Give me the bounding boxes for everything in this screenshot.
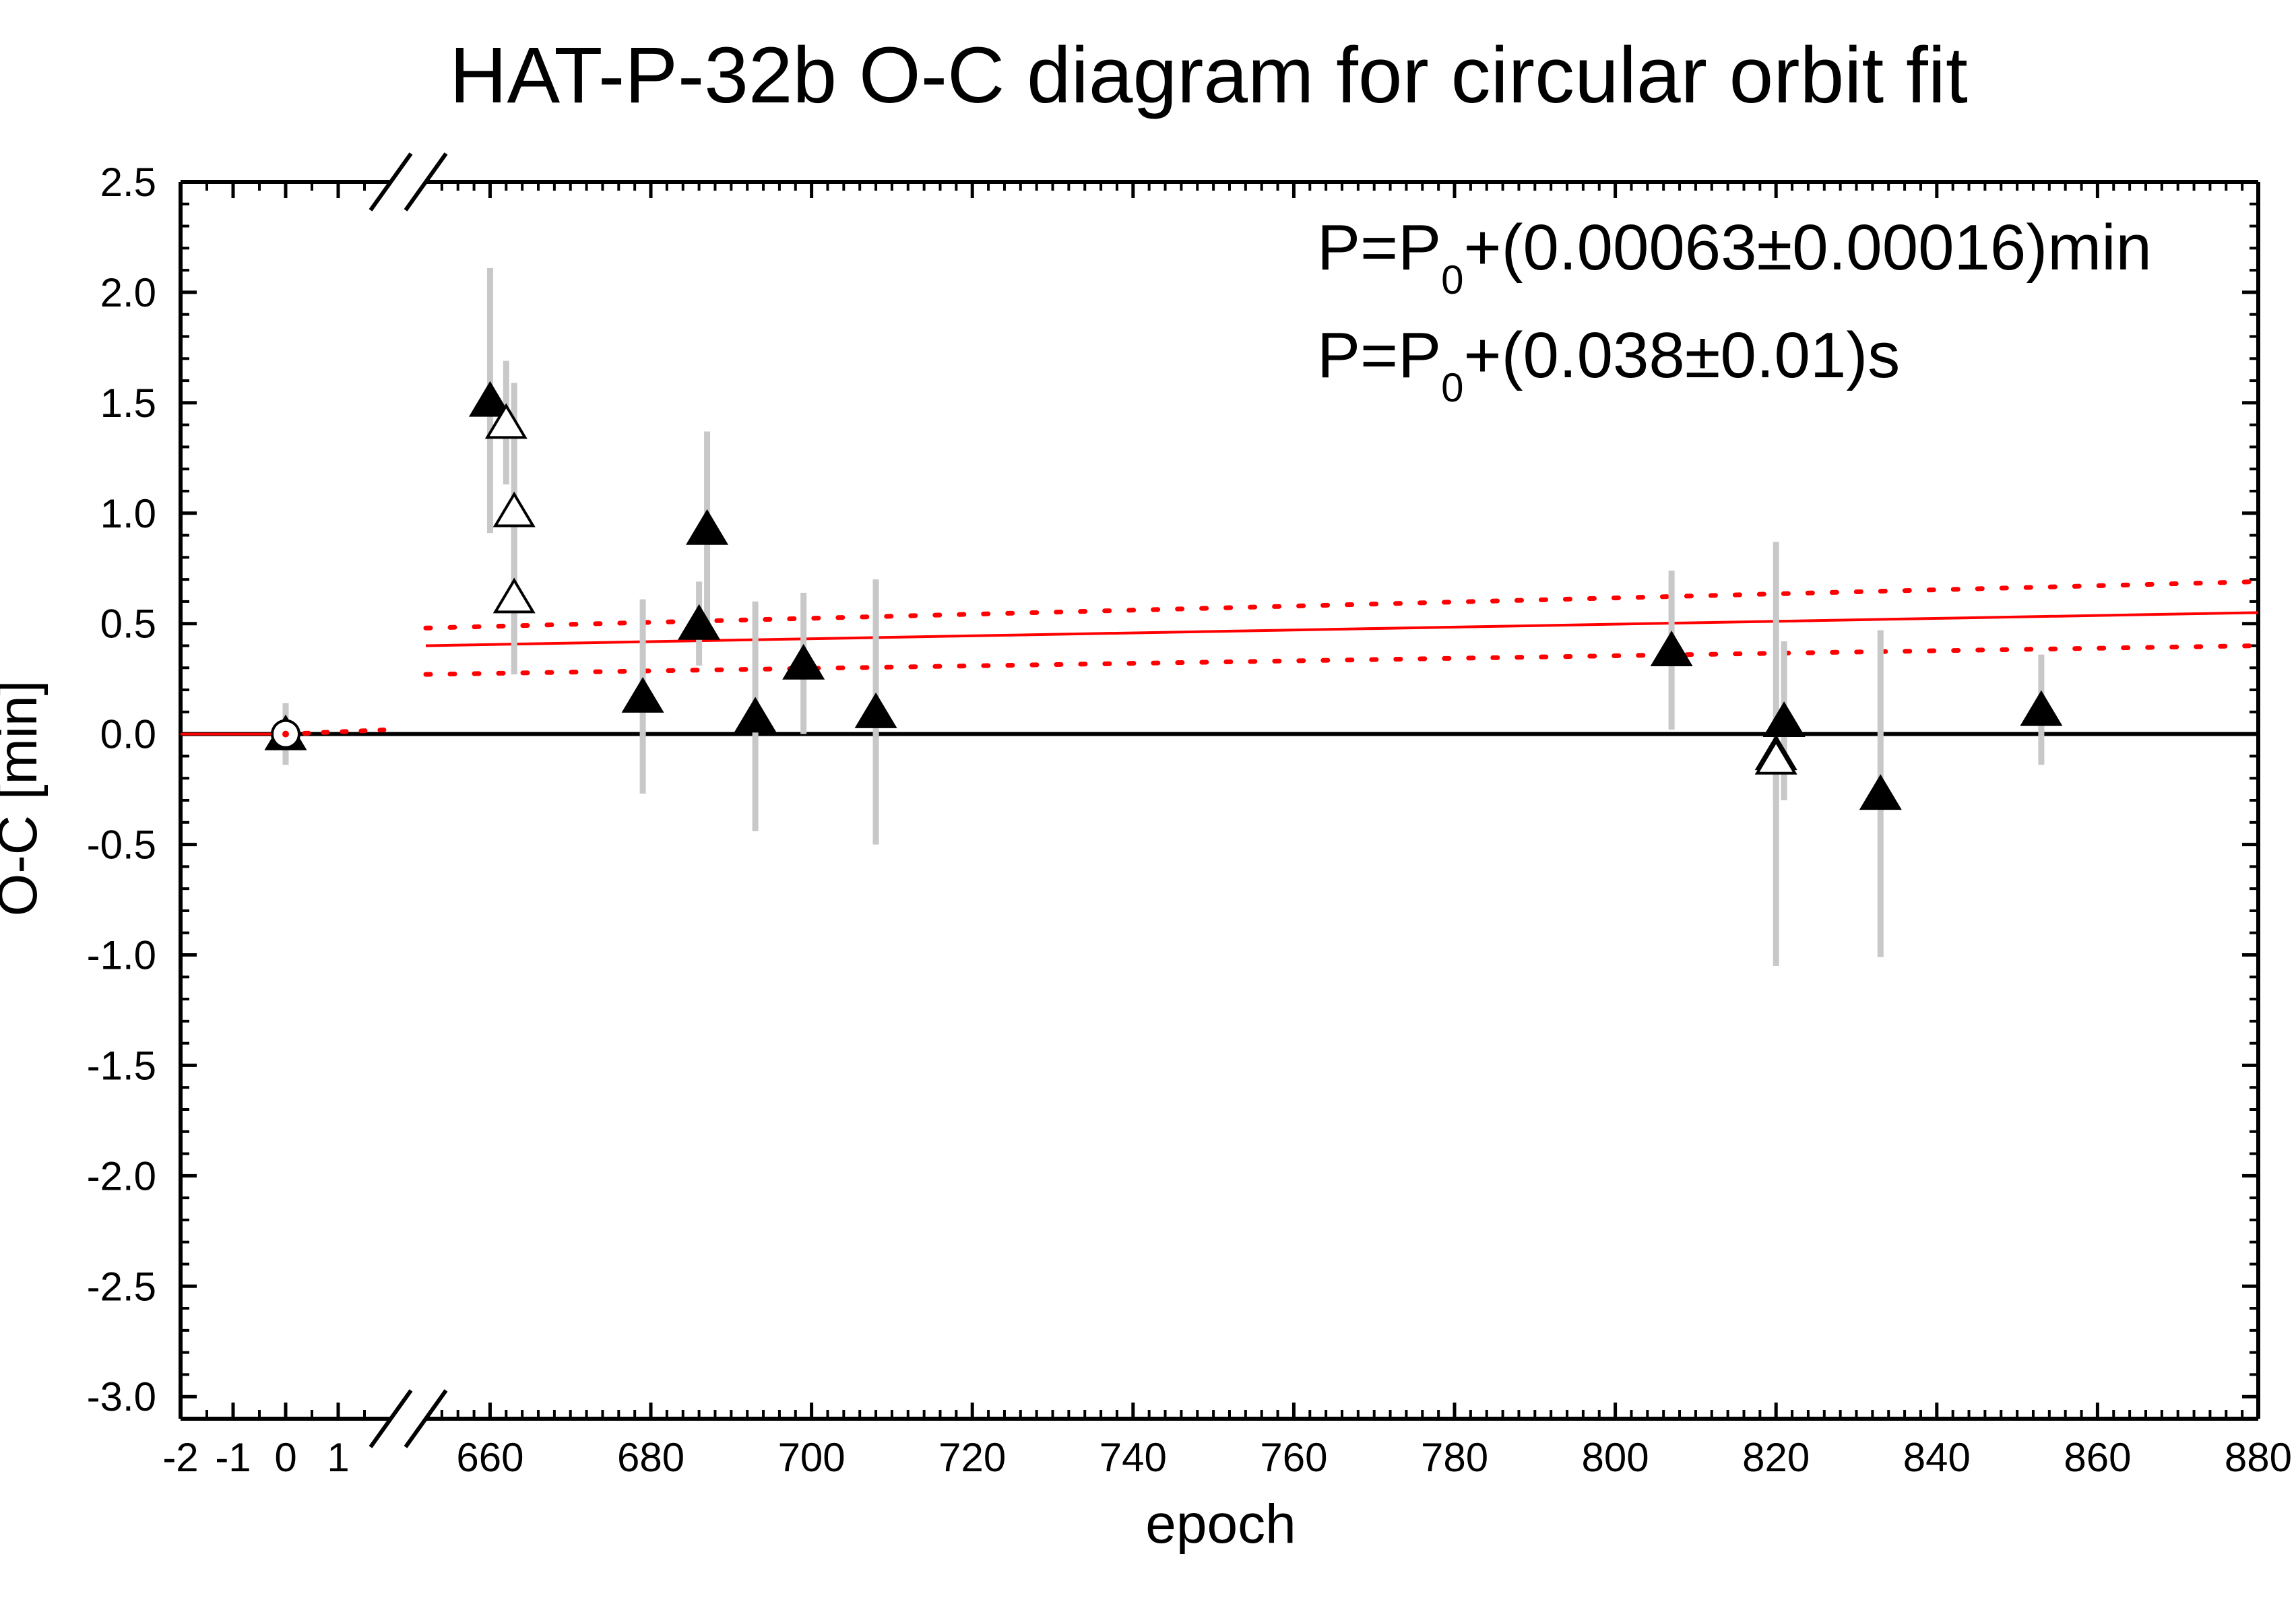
annotation-prefix: P=P	[1317, 319, 1441, 391]
filled-triangle-point	[621, 676, 664, 713]
annotation-layer: P=P0+(0.00063±0.00016)minP=P0+(0.038±0.0…	[1317, 212, 2152, 410]
x-tick-label: 740	[1099, 1435, 1167, 1480]
annotation-rest: +(0.038±0.01)s	[1464, 319, 1901, 391]
x-tick-label: -1	[215, 1435, 251, 1480]
top-axis-break-mark	[404, 152, 448, 212]
y-tick-label: -2.5	[87, 1264, 156, 1309]
filled-triangle-point	[1859, 774, 1902, 810]
bottom-axis-break-mark	[404, 1389, 448, 1448]
filled-triangle-point	[686, 509, 729, 545]
x-tick-label: 700	[778, 1435, 846, 1480]
filled-triangle-point	[734, 697, 777, 733]
annotation-prefix: P=P	[1317, 212, 1441, 284]
x-axis-label: epoch	[1145, 1493, 1296, 1555]
plot-layer: 2.5 2.0 1.5 1.0 0.5 0.0 -0.5 -1.0 -1.5 -2.0 -2.5 -3…	[87, 152, 2292, 1480]
y-tick-label: -0.5	[87, 823, 156, 868]
filled-triangle-point	[1650, 631, 1693, 667]
fit-band-upper	[423, 579, 2261, 631]
filled-triangle-point	[782, 643, 825, 680]
x-tick-label: 820	[1742, 1435, 1810, 1480]
x-tick-label: 780	[1421, 1435, 1488, 1480]
y-tick-label: 0.5	[100, 602, 156, 647]
open-triangle-point	[492, 491, 536, 527]
x-tick-label: 660	[456, 1435, 523, 1480]
x-tick-label: -2	[162, 1435, 198, 1480]
filled-triangle-point	[854, 692, 897, 728]
y-tick-label: 2.5	[100, 160, 156, 205]
x-tick-label: 840	[1903, 1435, 1971, 1480]
y-tick-label: 1.0	[100, 491, 156, 536]
y-tick-label: 1.5	[100, 381, 156, 426]
fit-line	[425, 611, 2259, 647]
x-tick-label: 1	[327, 1435, 349, 1480]
annotation-subscript: 0	[1441, 257, 1463, 302]
x-tick-label: 760	[1260, 1435, 1327, 1480]
y-axis-label: O-C [min]	[0, 680, 49, 917]
x-tick-label: 880	[2225, 1435, 2292, 1480]
annotation-subscript: 0	[1441, 365, 1463, 410]
x-tick-label: 800	[1582, 1435, 1649, 1480]
fit-point	[282, 730, 289, 738]
x-tick-label: 720	[938, 1435, 1006, 1480]
period-annotation: P=P0+(0.00063±0.00016)min	[1317, 212, 2152, 302]
x-tick-label: 0	[274, 1435, 296, 1480]
fit-band-lower	[423, 643, 2261, 677]
filled-triangle-point	[2020, 690, 2063, 726]
y-tick-label: -1.5	[87, 1043, 156, 1088]
filled-triangle-point	[468, 381, 511, 417]
bottom-axis-break-mark	[369, 1389, 413, 1448]
filled-triangle-point	[1762, 701, 1806, 737]
y-tick-label: 0.0	[100, 712, 156, 757]
x-tick-label: 860	[2064, 1435, 2131, 1480]
open-triangle-point	[484, 403, 528, 439]
open-triangle-point	[1754, 738, 1797, 775]
chart-title: HAT-P-32b O-C diagram for circular orbit…	[449, 31, 1968, 120]
period-annotation: P=P0+(0.038±0.01)s	[1317, 319, 1900, 410]
y-tick-label: -3.0	[87, 1374, 156, 1419]
top-axis-break-mark	[369, 152, 413, 212]
x-tick-label: 680	[617, 1435, 684, 1480]
fit-band-left	[283, 727, 393, 737]
annotation-rest: +(0.00063±0.00016)min	[1464, 212, 2152, 284]
y-tick-label: 2.0	[100, 270, 156, 315]
y-tick-label: -2.0	[87, 1153, 156, 1198]
filled-triangle-point	[678, 604, 721, 640]
open-triangle-point	[492, 577, 536, 614]
y-tick-label: -1.0	[87, 933, 156, 978]
